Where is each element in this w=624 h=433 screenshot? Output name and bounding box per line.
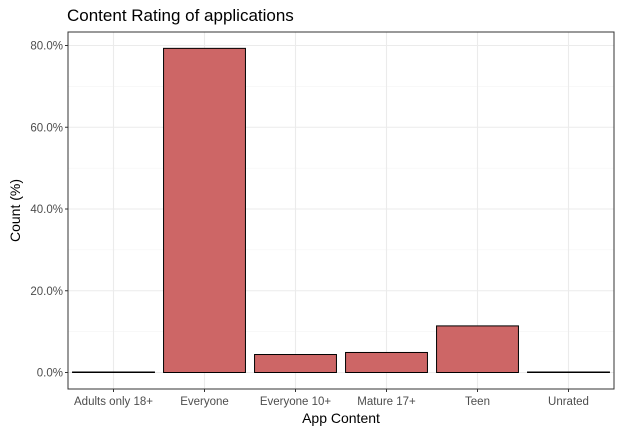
x-axis-ticks: Adults only 18+ Everyone Everyone 10+ Matur… bbox=[74, 389, 589, 408]
y-axis-ticks: 0.0% 20.0% 40.0% 60.0% 80.0% bbox=[30, 41, 68, 380]
bar-adults-only-18 bbox=[72, 371, 155, 373]
bar-unrated bbox=[527, 371, 610, 373]
major-grid bbox=[68, 32, 614, 389]
bar-mature-17 bbox=[345, 351, 428, 374]
bar-everyone bbox=[163, 47, 246, 374]
bar-teen bbox=[436, 325, 519, 373]
panel-border bbox=[67, 31, 615, 390]
x-axis-title: App Content bbox=[302, 410, 380, 426]
minor-grid bbox=[68, 86, 614, 332]
x-tick-label: Everyone 10+ bbox=[260, 396, 332, 408]
y-tick-label: 60.0% bbox=[30, 122, 63, 134]
x-tick-label: Mature 17+ bbox=[357, 396, 416, 408]
bars bbox=[72, 47, 610, 374]
y-tick-label: 80.0% bbox=[30, 41, 63, 53]
y-axis-title: Count (%) bbox=[7, 179, 23, 242]
x-tick-label: Teen bbox=[465, 396, 490, 408]
chart-title: Content Rating of applications bbox=[67, 6, 294, 25]
y-tick-label: 20.0% bbox=[30, 286, 63, 298]
x-tick-label: Unrated bbox=[548, 396, 589, 408]
y-tick-label: 0.0% bbox=[37, 368, 63, 380]
x-tick-label: Adults only 18+ bbox=[74, 396, 153, 408]
bar-everyone-10 bbox=[254, 354, 337, 374]
y-tick-label: 40.0% bbox=[30, 204, 63, 216]
x-tick-label: Everyone bbox=[180, 396, 229, 408]
